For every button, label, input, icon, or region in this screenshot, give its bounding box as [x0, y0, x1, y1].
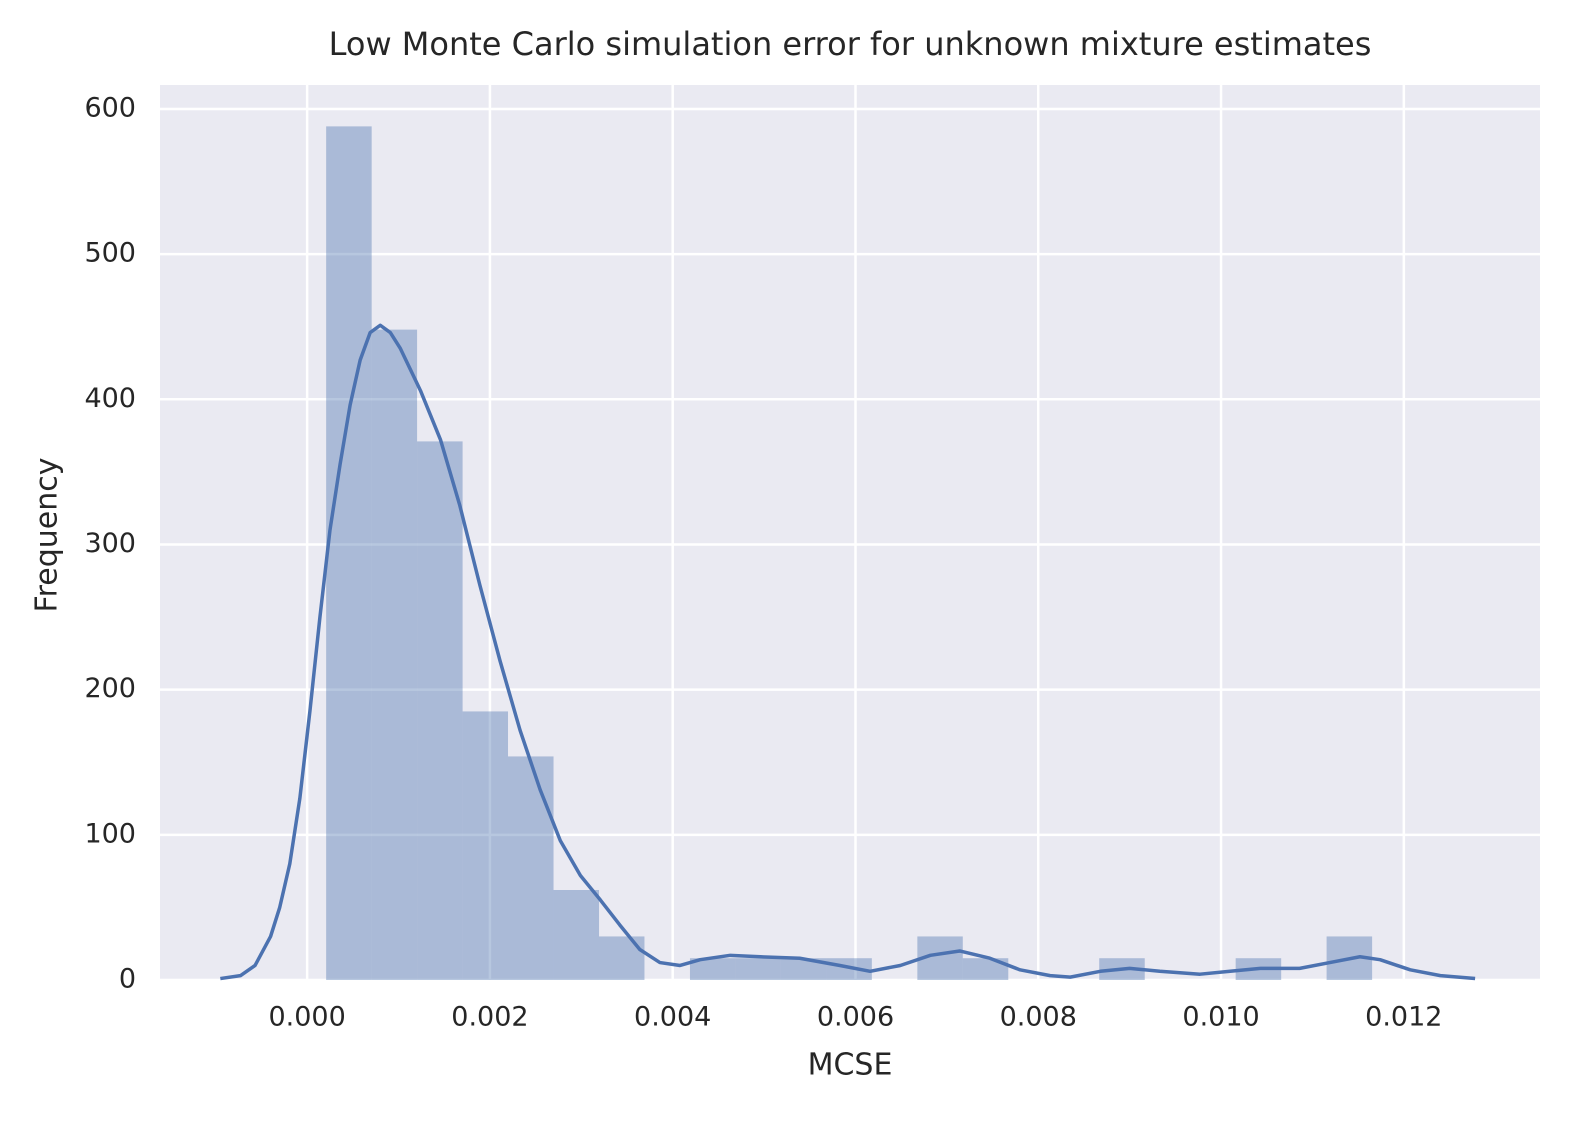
x-tick-label: 0.012	[1365, 1002, 1442, 1033]
grid	[160, 85, 1540, 982]
bar	[599, 936, 645, 980]
x-tick-label: 0.010	[1182, 1002, 1259, 1033]
y-tick-label: 400	[84, 383, 136, 414]
x-tick-label: 0.004	[634, 1002, 711, 1033]
bar	[962, 958, 1009, 980]
x-tick-label: 0.002	[451, 1002, 528, 1033]
chart-title: Low Monte Carlo simulation error for unk…	[329, 25, 1372, 63]
marks	[220, 126, 1476, 981]
bar	[780, 958, 827, 980]
bar	[462, 711, 509, 980]
y-tick-label: 200	[84, 673, 136, 704]
bar	[326, 126, 372, 980]
bar	[553, 889, 600, 980]
plot-area	[160, 85, 1540, 980]
bar	[508, 756, 554, 980]
y-tick-label: 100	[84, 818, 136, 849]
y-tick-label: 500	[84, 238, 136, 269]
bar	[371, 329, 418, 981]
y-tick-label: 0	[119, 964, 136, 995]
kde-line	[220, 323, 1476, 981]
y-tick-label: 300	[84, 528, 136, 559]
bar	[735, 958, 781, 980]
bar	[417, 441, 463, 980]
y-axis-label: Frequency	[30, 458, 65, 613]
x-axis-label: MCSE	[808, 1048, 893, 1083]
x-tick-label: 0.008	[1000, 1002, 1077, 1033]
x-tick-label: 0.006	[817, 1002, 894, 1033]
y-tick-label: 600	[84, 92, 136, 123]
bar	[689, 958, 736, 980]
x-tick-label: 0.000	[268, 1002, 345, 1033]
